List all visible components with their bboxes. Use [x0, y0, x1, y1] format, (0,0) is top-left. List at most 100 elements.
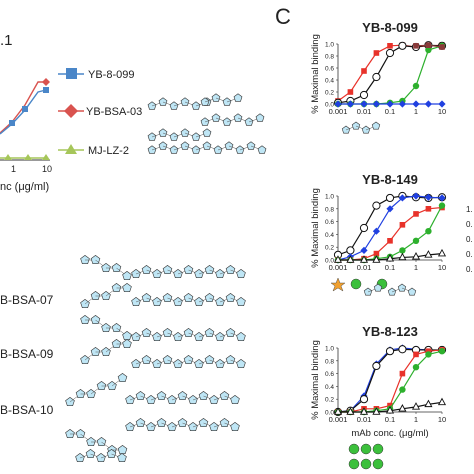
glycan-09-b-unit: [90, 347, 101, 357]
right-edge-fragment-1: 1.: [466, 205, 473, 214]
chart-1-series-0-point: [359, 223, 369, 233]
chart-1-series-3-point: [425, 228, 432, 235]
chart-2-xtick-label: 10: [438, 415, 446, 424]
glycan-07-d-unit: [141, 293, 152, 303]
glycan-09-c-unit: [152, 332, 162, 342]
chart-2-series-4-point: [359, 407, 369, 415]
left-marker-green-3: [42, 154, 50, 160]
right-edge-fragment-5: 0.: [466, 265, 473, 274]
chart-0-series-0-point: [347, 89, 354, 95]
chart-1-series-3-point: [399, 247, 406, 254]
glycan-07-d-unit: [131, 297, 141, 307]
glycan-09-d-unit: [131, 359, 141, 369]
chart-2-series-1-line: [337, 348, 442, 413]
chart-1-ytick-label: 0.2: [325, 245, 334, 252]
right-edge-fragments: 1. 0. 0. 0. 0.: [466, 205, 473, 274]
chart-2-series-4-point: [411, 402, 421, 410]
chart-0: YB-8-099 0.0 0.2 0.4 0.6 0.8 1.0 0.001 0.01 0.1 1 1…: [310, 20, 446, 116]
chart-1-series-0-point: [346, 246, 355, 255]
chart-2-xlabel: mAb conc. (μg/ml): [351, 428, 428, 439]
legend-label-yb-8-099: YB-8-099: [88, 69, 134, 81]
chart-1-ytick-label: 1.0: [325, 194, 334, 201]
left-panel: .1 1 10 nc (μg/ml) YB-8-099 YB-BSA-03: [0, 32, 417, 470]
chart-1-series-3-point: [438, 202, 446, 209]
glycan-10-c-unit: [85, 449, 96, 459]
glycan-10-e-unit: [230, 422, 240, 432]
chart-2-series-4-point: [437, 397, 447, 406]
structure-label-bsa-09: B-BSA-09: [0, 347, 54, 361]
chart-2-ytick-label: 0.2: [325, 397, 334, 404]
glycan-09-c-unit: [131, 332, 141, 342]
glycan-legend-2-unit: [158, 128, 168, 137]
glycan-07-c-unit: [152, 269, 162, 279]
green-circle-icon: [372, 443, 384, 455]
chart-2-xtick-label: 1: [414, 415, 418, 424]
glycan-legend-2-unit: [169, 132, 179, 141]
green-circle-icon: [348, 458, 360, 470]
glycan-09-b-unit: [122, 339, 132, 349]
glycan-10-e-unit: [135, 418, 146, 428]
glycan-10-d-unit: [146, 395, 156, 405]
left-marker-green-2: [24, 154, 32, 160]
chart-1-series-1-point: [412, 192, 420, 200]
legend-marker-yb-bsa-03: [64, 104, 78, 118]
chart-0-ytick-label: 0.0: [325, 102, 334, 109]
glycan-legend-3-unit: [224, 141, 234, 150]
chart-1-series-1-point: [424, 193, 433, 201]
chart-1-glycan-a-unit: [363, 287, 373, 296]
glycan-legend-1b-unit: [233, 93, 243, 102]
legend-label-yb-bsa-03: YB-BSA-03: [86, 106, 142, 118]
chart-2-ytick-label: 0.0: [325, 410, 334, 417]
chart-1-xtick-label: 10: [438, 263, 446, 272]
chart-2-series-4-point: [385, 405, 395, 414]
glycan-07-c-unit: [141, 265, 152, 275]
chart-0-glycan-unit: [371, 121, 381, 130]
chart-2-series-2-point: [387, 402, 393, 409]
left-curve-red: [0, 81, 46, 134]
right-edge-fragment-4: 0.: [466, 250, 473, 259]
legend-marker-mj-lz-2: [65, 144, 77, 154]
chart-1-series-3-point: [412, 237, 420, 244]
glycan-07-b-unit: [122, 283, 132, 293]
glycan-07-a-unit: [122, 271, 132, 281]
chart-0-series-1-point: [372, 72, 381, 82]
glycan-10-d-unit: [198, 391, 209, 401]
chart-0-series-3-point: [398, 100, 407, 108]
chart-0-series-3-point: [424, 100, 433, 108]
glycan-legend-2b-unit: [244, 117, 254, 126]
chart-0-series-3-point: [334, 100, 342, 108]
chart-0-xtick-label: 0.1: [385, 107, 395, 116]
glycan-09-a-unit: [80, 315, 90, 325]
glycan-07-d-unit: [162, 293, 173, 303]
glycan-legend-3-unit: [169, 145, 179, 154]
chart-0-title: YB-8-099: [362, 20, 418, 35]
glycan-09-d-unit: [183, 355, 194, 365]
left-marker-blue-1: [9, 120, 15, 126]
glycan-07-d-unit: [204, 293, 215, 303]
glycan-09-d-unit: [204, 355, 215, 365]
glycan-10-c-unit: [75, 453, 85, 463]
chart-0-series-3-point: [386, 100, 394, 108]
glycan-legend-3-unit: [246, 141, 256, 150]
glycan-legend-1b-unit: [211, 93, 221, 102]
glycan-legend-3-unit: [158, 141, 168, 150]
chart-1-series-4-point: [437, 248, 447, 257]
glycan-10-e-unit: [219, 418, 230, 428]
chart-2-series-1-point: [398, 345, 407, 354]
chart-2-series-2-point: [413, 351, 419, 358]
chart-2-ytick-label: 0.8: [325, 358, 334, 365]
chart-0-series-1-point: [385, 48, 395, 58]
glycan-09-d-unit: [236, 359, 246, 369]
chart-0-series-2-point: [412, 82, 420, 90]
left-legend: YB-8-099 YB-BSA-03 MJ-LZ-2: [58, 68, 142, 157]
glycan-07-b-unit: [80, 299, 90, 309]
glycan-10-b-unit: [65, 429, 75, 439]
left-marker-blue-3: [43, 87, 49, 93]
chart-2-series-1-point: [385, 347, 395, 356]
glycan-legend-3-unit: [213, 145, 223, 154]
glycan-10-a-unit: [65, 397, 75, 407]
glycan-legend-2b-unit: [200, 117, 210, 126]
glycan-legend-1b-unit: [200, 97, 210, 106]
chart-2-series-2-point: [399, 370, 406, 377]
